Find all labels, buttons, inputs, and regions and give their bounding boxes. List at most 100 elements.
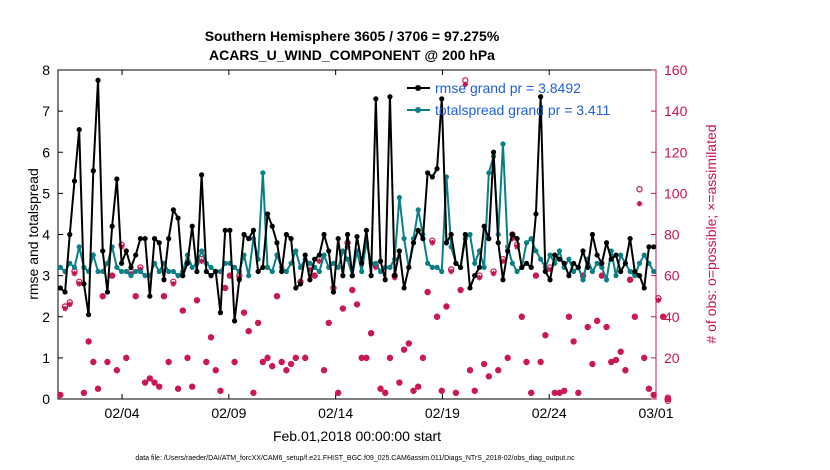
rmse-point (373, 96, 379, 102)
legend: rmse grand pr = 3.8492 totalspread grand… (407, 80, 610, 118)
obs-assimilated-marker (429, 239, 436, 246)
obs-assimilated-marker (283, 367, 290, 374)
rmse-point (189, 223, 195, 229)
totalspread-point (170, 268, 176, 275)
obs-assimilated-marker (311, 272, 318, 279)
totalspread-point (589, 268, 596, 275)
rmse-point (585, 264, 591, 270)
y-axis-left: 0 1 2 3 4 5 6 7 8 (42, 62, 63, 407)
totalspread-point (547, 252, 553, 258)
y-tick-label: 2 (42, 309, 50, 325)
obs-assimilated-marker (660, 313, 666, 320)
rmse-point (76, 127, 82, 133)
obs-assimilated-marker (354, 301, 360, 308)
obs-assimilated-marker (194, 297, 200, 304)
legend-spread-marker (415, 107, 421, 113)
obs-assimilated-marker (387, 355, 393, 361)
rmse-point (71, 178, 78, 184)
totalspread-point (387, 264, 393, 270)
obs-assimilated-marker (603, 324, 610, 330)
totalspread-point (396, 194, 402, 201)
totalspread-point (293, 248, 299, 254)
chart-title: Southern Hemisphere 3605 / 3706 = 97.275… (205, 28, 500, 44)
rmse-point (264, 211, 271, 217)
rmse-point (505, 248, 511, 254)
obs-assimilated-marker (368, 330, 374, 336)
obs-assimilated-marker (519, 313, 525, 320)
obs-assimilated-marker (528, 390, 535, 396)
rmse-point (387, 94, 393, 100)
rmse-point (100, 248, 106, 254)
totalspread-point (118, 268, 125, 275)
obs-assimilated-marker (533, 272, 539, 279)
totalspread-point (429, 264, 435, 270)
totalspread-point (434, 264, 440, 270)
rmse-point (90, 168, 96, 174)
obs-assimilated-marker (584, 324, 591, 330)
obs-assimilated-marker (175, 385, 181, 392)
obs-assimilated-marker (156, 383, 163, 390)
rmse-point (396, 248, 402, 254)
rmse-point (618, 268, 624, 275)
totalspread-point (523, 240, 530, 246)
rmse-point (490, 149, 497, 155)
y-tick-label-right: 120 (664, 144, 688, 160)
obs-assimilated-marker (377, 385, 384, 392)
obs-assimilated-marker (292, 355, 299, 361)
rmse-point (410, 240, 417, 246)
totalspread-point (166, 268, 172, 275)
obs-assimilated-marker (650, 392, 657, 398)
rmse-point (542, 268, 548, 275)
rmse-point (651, 244, 657, 250)
totalspread-point (641, 252, 647, 258)
rmse-point (603, 240, 610, 246)
obs-assimilated-marker (99, 293, 106, 299)
obs-assimilated-marker (410, 387, 417, 394)
totalspread-point (283, 268, 289, 275)
totalspread-point (340, 248, 346, 254)
rmse-point (203, 268, 209, 275)
obs-assimilated-marker (245, 328, 252, 334)
obs-assimilated-marker (325, 320, 332, 326)
obs-assimilated-marker (382, 390, 389, 396)
rmse-point (368, 273, 374, 279)
rmse-point (349, 273, 355, 279)
obs-assimilated-marker (434, 313, 440, 320)
obs-assimilated-marker (561, 387, 567, 394)
rmse-point (453, 260, 459, 266)
obs-assimilated-marker (132, 293, 139, 299)
obs-assimilated-marker (589, 361, 596, 367)
totalspread-point (500, 141, 506, 147)
rmse-point (293, 285, 299, 291)
obs-assimilated-marker (321, 367, 327, 374)
rmse-point (580, 248, 586, 254)
y-tick-label-right: 140 (664, 103, 688, 119)
rmse-point (269, 223, 275, 229)
obs-assimilated-marker (358, 355, 365, 361)
obs-assimilated-marker (241, 309, 247, 316)
y-tick-label: 1 (42, 350, 50, 366)
totalspread-point (123, 268, 129, 275)
obs-assimilated-marker (95, 385, 101, 392)
rmse-point (457, 264, 464, 270)
totalspread-point (208, 264, 214, 270)
rmse-point (594, 252, 600, 258)
rmse-point (86, 312, 92, 318)
rmse-point (194, 268, 200, 275)
rmse-point (62, 289, 68, 295)
rmse-point (420, 236, 426, 242)
rmse-point (467, 285, 473, 291)
rmse-point (528, 264, 534, 270)
obs-assimilated-marker (617, 348, 624, 355)
rmse-point (462, 231, 468, 238)
rmse-point (330, 289, 337, 295)
rmse-point (641, 285, 647, 291)
rmse-point (439, 96, 445, 102)
rmse-point (599, 260, 605, 266)
obs-assimilated-marker (161, 293, 167, 299)
rmse-point (646, 244, 652, 250)
totalspread-point (425, 260, 431, 266)
totalspread-point (76, 244, 82, 250)
legend-rmse-label: rmse grand pr = 3.8492 (435, 80, 581, 96)
rmse-point (509, 231, 515, 238)
